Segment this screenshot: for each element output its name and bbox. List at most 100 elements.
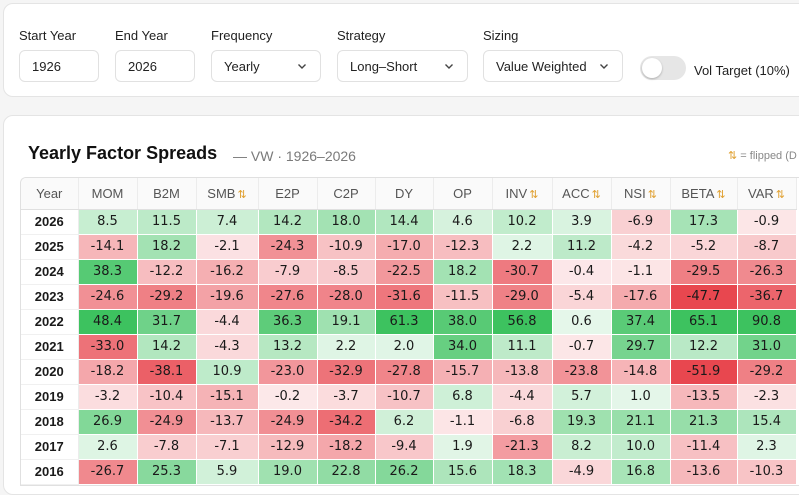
column-header-inv[interactable]: INV ⇅ [492,178,553,210]
spread-cell: -11.4 [670,434,738,460]
column-header-label: BETA [681,185,715,201]
spread-cell: 8.2 [552,434,612,460]
spread-cell: 18.2 [137,234,197,260]
column-header-label: MOM [91,185,124,201]
spread-cell: 5.7 [552,384,612,410]
column-header-label: INV [505,185,528,201]
column-header-label: DY [394,185,414,201]
spread-cell: -15.1 [196,384,259,410]
spread-cell: -3.7 [317,384,376,410]
spread-cell: -47.7 [670,284,738,310]
year-cell: 2025 [21,234,79,260]
spread-cell: 10.2 [492,209,553,235]
spread-cell: -13.6 [670,459,738,485]
column-header-label: C2P [333,185,359,201]
spread-cell: 31.7 [137,309,197,335]
spread-cell: 14.4 [375,209,434,235]
spread-cell: 0.6 [552,309,612,335]
spread-cell: -29.0 [492,284,553,310]
spread-cell: 16.8 [611,459,671,485]
spread-cell: -22.5 [375,259,434,285]
spread-cell: -3.2 [78,384,138,410]
spread-cell: -12.9 [258,434,318,460]
spread-cell: -10.3 [737,459,797,485]
chevron-down-icon [445,64,453,69]
spread-cell: -17.0 [375,234,434,260]
column-header-op[interactable]: OP [433,178,493,210]
spread-cell: -11.5 [433,284,493,310]
spread-cell: -38.1 [137,359,197,385]
chevron-down-icon [298,64,306,69]
column-header-acc[interactable]: ACC ⇅ [552,178,612,210]
table-row: 2016 -26.7 25.3 5.9 19.0 22.8 26.2 15.6 18.3 -4.9… [21,459,797,485]
spread-cell: 17.3 [670,209,738,235]
spread-cell: -0.4 [552,259,612,285]
spread-cell: -24.9 [137,409,197,435]
end-year-control: End Year 2026 [115,28,195,82]
spread-cell: -24.9 [258,409,318,435]
spread-cell: -7.8 [137,434,197,460]
sizing-select[interactable]: Value Weighted [483,50,623,82]
column-header-var[interactable]: VAR ⇅ [737,178,797,210]
spread-cell: -18.2 [317,434,376,460]
column-header-smb[interactable]: SMB ⇅ [196,178,259,210]
sizing-control: Sizing Value Weighted [483,28,623,82]
year-cell: 2017 [21,434,79,460]
flip-arrow-icon: ⇅ [716,188,726,201]
spread-cell: 2.3 [737,434,797,460]
column-header-year[interactable]: Year [21,178,79,210]
year-cell: 2021 [21,334,79,360]
column-header-label: E2P [275,185,300,201]
spread-cell: -6.8 [492,409,553,435]
table-row: 2020 -18.2 -38.1 10.9 -23.0 -32.9 -27.8 -15.7 -1… [21,359,797,385]
spread-cell: 14.2 [258,209,318,235]
spread-cell: -26.7 [78,459,138,485]
spread-cell: 34.0 [433,334,493,360]
spread-cell: -24.6 [78,284,138,310]
spread-cell: 12.2 [670,334,738,360]
spread-cell: 7.4 [196,209,259,235]
spread-cell: -26.3 [737,259,797,285]
year-cell: 2016 [21,459,79,485]
spread-cell: 26.9 [78,409,138,435]
column-header-nsi[interactable]: NSI ⇅ [611,178,671,210]
spread-cell: 37.4 [611,309,671,335]
spread-cell: -4.2 [611,234,671,260]
spread-cell: -4.4 [196,309,259,335]
spread-cell: -29.2 [737,359,797,385]
spread-cell: -21.3 [492,434,553,460]
column-header-mom[interactable]: MOM [78,178,138,210]
spread-cell: 90.8 [737,309,797,335]
strategy-select[interactable]: Long–Short [337,50,468,82]
spread-cell: 21.3 [670,409,738,435]
spread-cell: -10.4 [137,384,197,410]
spread-cell: -13.7 [196,409,259,435]
start-year-input[interactable]: 1926 [19,50,99,82]
factor-table-wrapper[interactable]: Year MOM B2M SMB ⇅ E2P C2P DY OP INV ⇅ ACC ⇅ NSI ⇅ BETA… [20,177,799,486]
column-header-beta[interactable]: BETA ⇅ [670,178,738,210]
end-year-input[interactable]: 2026 [115,50,195,82]
vol-target-toggle[interactable] [640,56,686,80]
year-cell: 2024 [21,259,79,285]
flip-arrow-icon: ⇅ [775,188,785,201]
year-cell: 2023 [21,284,79,310]
spread-cell: -27.6 [258,284,318,310]
frequency-select[interactable]: Yearly [211,50,321,82]
flip-arrow-icon: ⇅ [529,188,539,201]
column-header-dy[interactable]: DY [375,178,434,210]
spread-cell: 25.3 [137,459,197,485]
column-header-e2p[interactable]: E2P [258,178,318,210]
spread-cell: -4.3 [196,334,259,360]
spread-cell: 6.2 [375,409,434,435]
column-header-c2p[interactable]: C2P [317,178,376,210]
column-header-b2m[interactable]: B2M [137,178,197,210]
controls-panel: Start Year 1926 End Year 2026 Frequency … [3,3,799,97]
spread-cell: 31.0 [737,334,797,360]
year-cell: 2026 [21,209,79,235]
spread-cell: -7.9 [258,259,318,285]
flip-legend-text: = flipped (D [740,150,797,162]
spread-cell: 6.8 [433,384,493,410]
spread-cell: -29.2 [137,284,197,310]
spread-cell: 14.2 [137,334,197,360]
spread-cell: -10.9 [317,234,376,260]
